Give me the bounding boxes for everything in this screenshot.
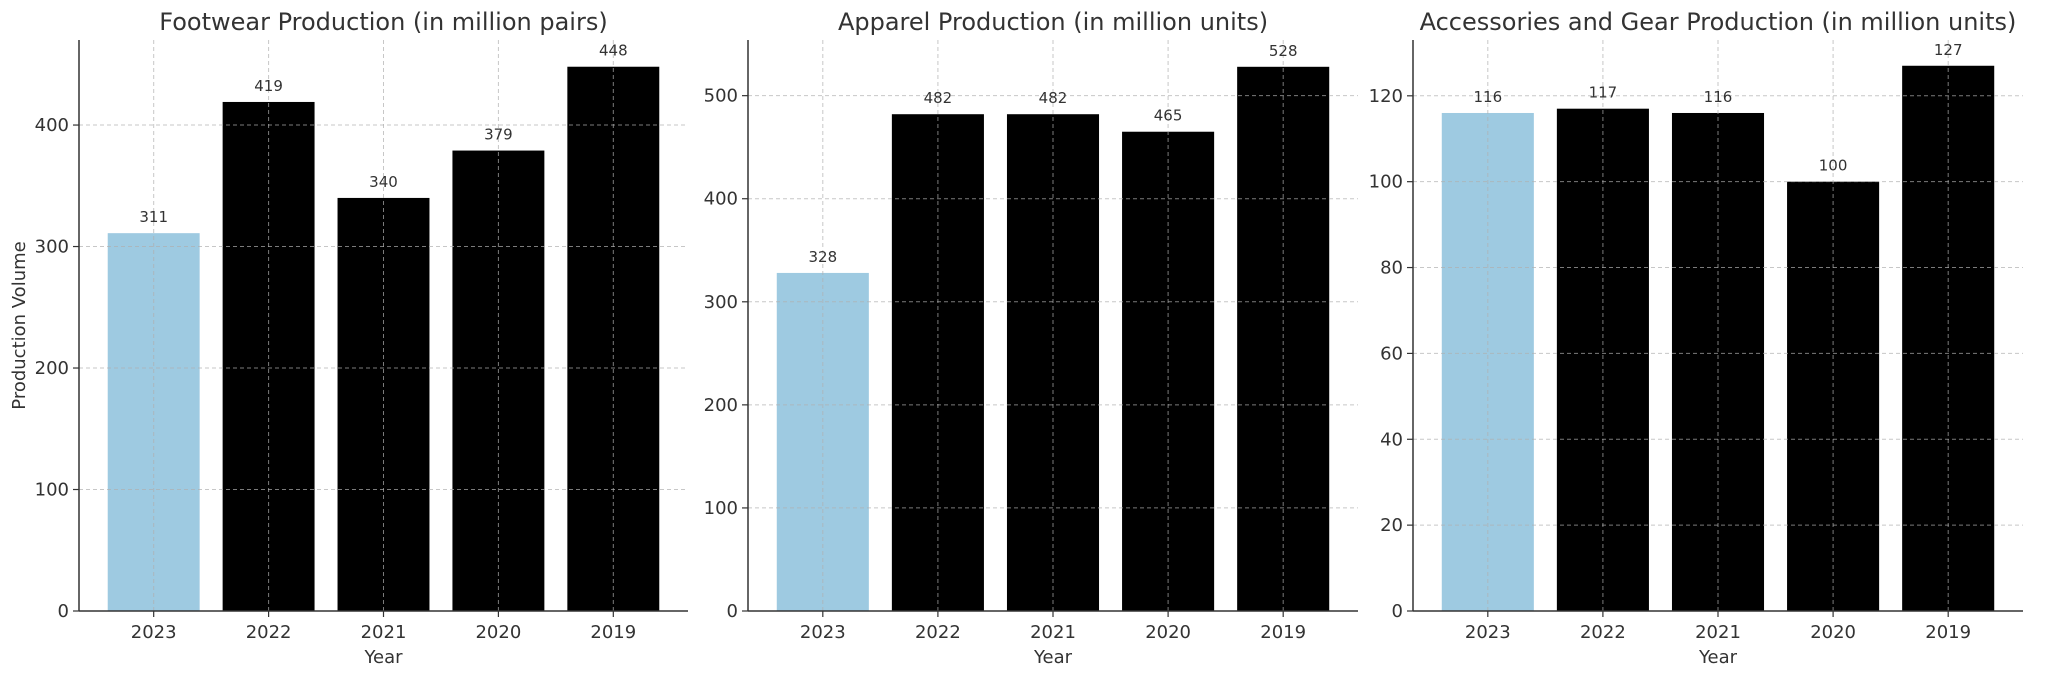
data-label: 311 <box>139 208 168 226</box>
y-tick-label: 300 <box>704 292 738 313</box>
y-tick-label: 200 <box>35 358 69 379</box>
x-tick-label: 2021 <box>1695 622 1741 643</box>
y-tick-label: 300 <box>35 237 69 258</box>
y-tick-label: 80 <box>1380 258 1403 279</box>
bar-2019 <box>1237 66 1330 611</box>
data-label: 448 <box>599 42 628 60</box>
y-tick-label: 400 <box>35 115 69 136</box>
bar-2019 <box>567 66 660 611</box>
x-tick-label: 2019 <box>1925 622 1971 643</box>
x-axis-label: Year <box>1033 647 1073 668</box>
x-tick-label: 2022 <box>915 622 961 643</box>
chart-panel-3: Accessories and Gear Production (in mill… <box>1369 8 2023 668</box>
data-label: 340 <box>369 173 398 191</box>
data-label: 465 <box>1154 107 1183 125</box>
y-tick-label: 500 <box>704 86 738 107</box>
data-label: 528 <box>1269 42 1298 60</box>
y-tick-label: 0 <box>58 601 69 622</box>
chart-title: Accessories and Gear Production (in mill… <box>1420 8 2017 36</box>
y-tick-label: 0 <box>727 601 738 622</box>
data-label: 127 <box>1934 41 1963 59</box>
data-label: 482 <box>1039 89 1068 107</box>
bar-2023 <box>107 233 200 611</box>
data-label: 379 <box>484 126 513 144</box>
y-tick-label: 400 <box>704 189 738 210</box>
bar-2022 <box>1556 108 1649 612</box>
chart-title: Apparel Production (in million units) <box>838 8 1268 36</box>
y-tick-label: 40 <box>1380 429 1403 450</box>
x-tick-label: 2022 <box>1580 622 1626 643</box>
x-tick-label: 2021 <box>361 622 407 643</box>
data-label: 117 <box>1589 84 1618 102</box>
x-axis-label: Year <box>1698 647 1738 668</box>
data-label: 116 <box>1704 88 1733 106</box>
x-axis-label: Year <box>363 647 403 668</box>
x-tick-label: 2022 <box>246 622 292 643</box>
y-tick-label: 100 <box>1369 172 1403 193</box>
data-label: 419 <box>254 77 283 95</box>
x-tick-label: 2019 <box>590 622 636 643</box>
chart-panel-2: Apparel Production (in million units) 0 10… <box>704 8 1358 668</box>
data-label: 116 <box>1473 88 1502 106</box>
x-tick-label: 2020 <box>1810 622 1856 643</box>
y-axis-label: Production Volume <box>9 241 30 409</box>
bar-2019 <box>1902 65 1995 611</box>
y-tick-label: 200 <box>704 395 738 416</box>
data-label: 100 <box>1819 157 1848 175</box>
data-label: 482 <box>924 89 953 107</box>
x-tick-label: 2023 <box>800 622 846 643</box>
x-tick-label: 2021 <box>1030 622 1076 643</box>
bar-2020 <box>452 150 545 612</box>
y-tick-label: 100 <box>35 480 69 501</box>
data-label: 328 <box>808 248 837 266</box>
y-tick-label: 20 <box>1380 515 1403 536</box>
y-tick-label: 0 <box>1392 601 1403 622</box>
x-tick-label: 2023 <box>1465 622 1511 643</box>
x-tick-label: 2023 <box>131 622 177 643</box>
x-tick-label: 2020 <box>1145 622 1191 643</box>
y-tick-label: 60 <box>1380 343 1403 364</box>
chart-panel-1: Footwear Production (in million pairs) 0 1… <box>9 8 688 668</box>
x-tick-label: 2020 <box>475 622 521 643</box>
y-tick-label: 100 <box>704 498 738 519</box>
y-tick-label: 120 <box>1369 86 1403 107</box>
chart-title: Footwear Production (in million pairs) <box>159 8 607 36</box>
x-tick-label: 2019 <box>1260 622 1306 643</box>
